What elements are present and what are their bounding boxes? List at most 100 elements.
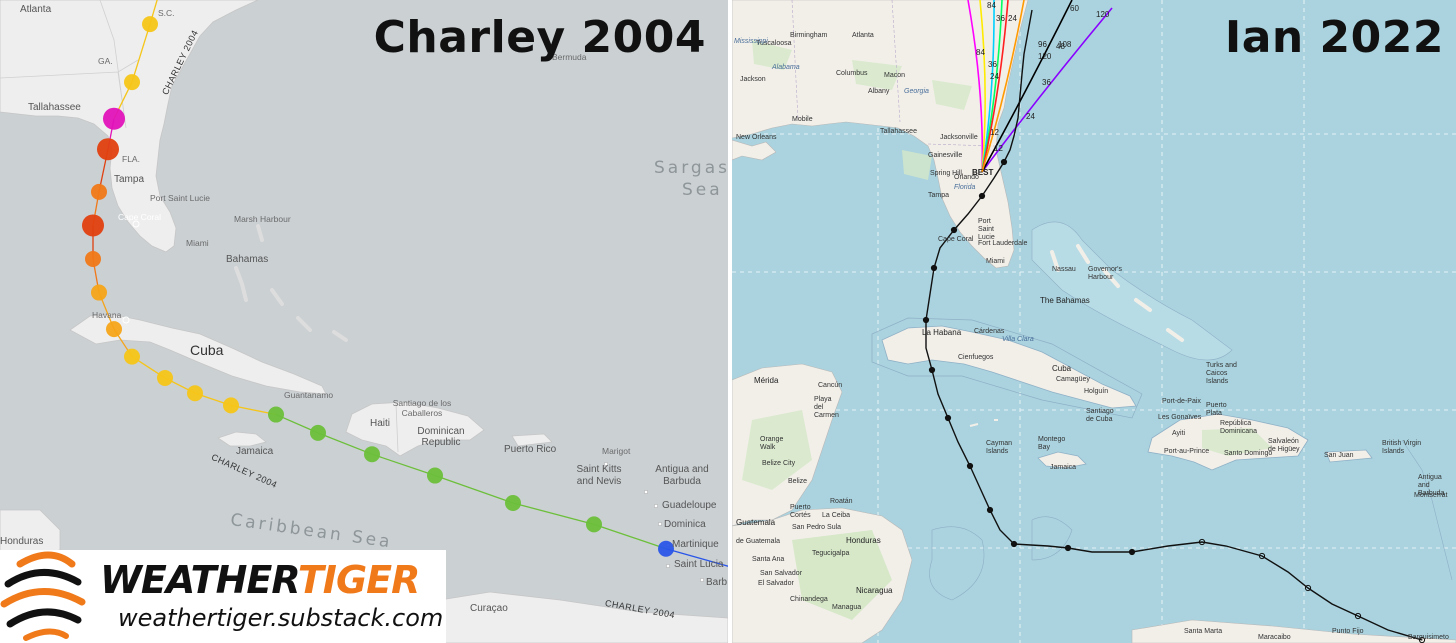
island-barbados: Barb bbox=[706, 577, 728, 588]
charley-track-segment bbox=[131, 23, 151, 83]
charley-track-point bbox=[103, 107, 125, 130]
ian-model-line bbox=[981, 0, 1009, 173]
charley-track-point bbox=[106, 321, 122, 338]
charley-track-point bbox=[586, 516, 602, 533]
charley-track bbox=[82, 0, 728, 567]
charley-track-point bbox=[97, 138, 119, 161]
island-guadeloupe: Guadeloupe bbox=[662, 500, 717, 511]
r-city-new-orleans: New Orleans bbox=[736, 134, 777, 141]
model-num-48: 48 bbox=[1056, 42, 1065, 51]
r-city-spring-hill: Spring Hill bbox=[930, 170, 962, 177]
r-city-playa-del-carmen: Playa del Carmen bbox=[814, 396, 839, 419]
charley-track-segment bbox=[665, 548, 728, 567]
sea-sargasso-2: Sea bbox=[682, 180, 723, 200]
us-mainland-land bbox=[0, 0, 259, 253]
ian-track-point bbox=[966, 462, 974, 470]
charley-track-segment bbox=[317, 432, 373, 455]
r-region-georgia: Georgia bbox=[904, 88, 929, 95]
charley-track-point bbox=[142, 16, 158, 33]
model-num-36: 36 bbox=[996, 14, 1005, 23]
ian-track-point bbox=[928, 366, 936, 374]
r-country-nicaragua: Nicaragua bbox=[856, 586, 893, 595]
state-label-ga: GA. bbox=[98, 56, 113, 66]
r-city-santa-marta: Santa Marta bbox=[1184, 628, 1223, 635]
city-cape-coral: Cape Coral bbox=[118, 212, 161, 222]
ian-model-line bbox=[981, 0, 1073, 173]
ian-track-point bbox=[930, 264, 938, 272]
r-city-columbus: Columbus bbox=[836, 70, 868, 77]
r-city-jackson: Jackson bbox=[740, 76, 766, 83]
model-num-36b: 36 bbox=[988, 60, 997, 69]
ian-model-line bbox=[981, 0, 1025, 173]
r-city-jacksonville: Jacksonville bbox=[940, 134, 978, 141]
r-city-camaguey: Camagüey bbox=[1056, 376, 1090, 383]
bahamas-shelf bbox=[1031, 221, 1233, 361]
model-num-12b: 12 bbox=[994, 144, 1003, 153]
ian-track-point bbox=[978, 192, 986, 200]
bahamas-islands bbox=[234, 224, 348, 342]
r-city-san-salvador: San Salvador bbox=[760, 570, 803, 577]
r-region-ayiti: Ayiti bbox=[1172, 430, 1186, 437]
country-honduras: Honduras bbox=[0, 536, 44, 547]
us-green-areas bbox=[752, 40, 972, 180]
central-america-green bbox=[792, 530, 892, 620]
city-santiago-caballeros: Santiago de los Caballeros bbox=[392, 398, 452, 418]
country-haiti: Haiti bbox=[370, 418, 391, 429]
r-city-managua: Managua bbox=[832, 604, 862, 611]
cayman-islands bbox=[969, 419, 998, 427]
r-city-governors-harbour: Governor's Harbour bbox=[1088, 266, 1123, 281]
r-city-tampa: Tampa bbox=[928, 192, 950, 199]
r-city-puerto-plata: Puerto Plata bbox=[1206, 402, 1227, 417]
r-city-cardenas: Cárdenas bbox=[974, 328, 1005, 335]
logo-url[interactable]: weathertiger.substack.com bbox=[118, 604, 444, 632]
city-guantanamo: Guantanamo bbox=[284, 390, 334, 400]
puerto-rico-land bbox=[1325, 449, 1373, 463]
r-city-cancun: Cancún bbox=[818, 382, 843, 389]
ian-track-point bbox=[1258, 552, 1266, 560]
charley-track-point bbox=[91, 183, 107, 200]
r-city-miami: Miami bbox=[986, 258, 1005, 265]
r-city-tegucigalpa: Tegucigalpa bbox=[812, 550, 850, 557]
r-city-birmingham: Birmingham bbox=[790, 32, 828, 39]
r-city-merida: Mérida bbox=[754, 376, 779, 385]
haiti-dr-border bbox=[395, 403, 399, 453]
r-city-belize-city: Belize City bbox=[762, 460, 796, 467]
r-city-barquisimeto: Barquisimeto bbox=[1408, 634, 1449, 641]
logo-word-weather: WEATHER bbox=[100, 558, 299, 602]
city-tampa: Tampa bbox=[114, 174, 145, 185]
r-city-san-pedro-sula: San Pedro Sula bbox=[792, 524, 842, 531]
charley-track-point bbox=[427, 467, 443, 484]
logo-wordmark: WEATHERTIGER bbox=[100, 558, 420, 602]
ian-track-point bbox=[1198, 538, 1206, 546]
havana-marker bbox=[122, 316, 130, 324]
jamaica-land bbox=[217, 431, 267, 447]
r-country-bahamas: The Bahamas bbox=[1040, 296, 1090, 305]
logo-word-tiger: TIGER bbox=[297, 558, 420, 602]
r-city-puerto-cortes: Puerto Cortés bbox=[790, 504, 811, 519]
landfall-marker bbox=[132, 220, 140, 228]
city-marsh-harbour: Marsh Harbour bbox=[234, 214, 291, 224]
right-title: Ian 2022 bbox=[1224, 12, 1444, 63]
ian-track-point bbox=[944, 414, 952, 422]
r-city-atlanta: Atlanta bbox=[852, 32, 874, 39]
hispaniola-green bbox=[1202, 428, 1272, 456]
ian-best-track bbox=[922, 9, 1426, 643]
left-title: Charley 2004 bbox=[373, 12, 706, 63]
louisiana-coast bbox=[732, 139, 777, 161]
ian-track-point bbox=[1064, 544, 1072, 552]
country-cuba: Cuba bbox=[190, 342, 224, 358]
model-num-24c: 24 bbox=[1026, 112, 1035, 121]
yucatan-green bbox=[742, 410, 812, 490]
r-city-ciudad-guatemala: de Guatemala bbox=[736, 538, 780, 545]
model-num-60: 60 bbox=[1070, 4, 1079, 13]
ian-model-line bbox=[967, 0, 984, 173]
panel-divider bbox=[728, 0, 732, 643]
r-region-montserrat: Montserrat bbox=[1414, 492, 1448, 499]
r-region-florida: Florida bbox=[954, 184, 976, 191]
ian-track-point bbox=[1304, 584, 1312, 592]
r-city-albany: Albany bbox=[868, 88, 890, 95]
r-country-belize: Belize bbox=[788, 478, 808, 485]
city-port-saint-lucie: Port Saint Lucie bbox=[150, 193, 211, 203]
r-city-nassau: Nassau bbox=[1052, 266, 1076, 273]
city-miami: Miami bbox=[186, 238, 209, 248]
